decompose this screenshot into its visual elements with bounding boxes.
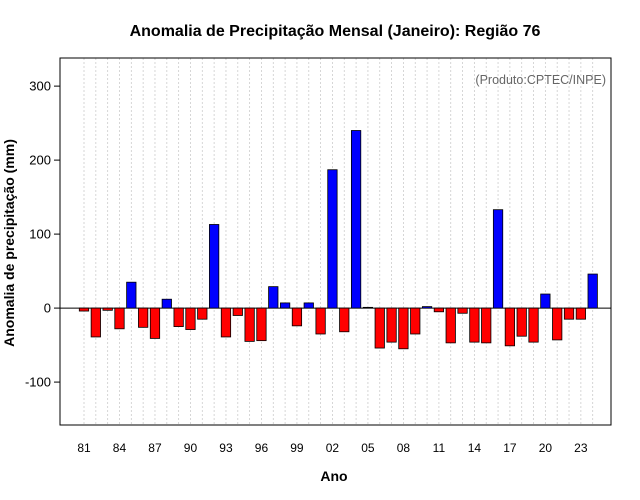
bar (350, 130, 362, 309)
x-tick-label: 23 (574, 441, 588, 455)
x-tick-label: 84 (113, 441, 127, 455)
x-tick-label: 08 (397, 441, 411, 455)
bar (303, 302, 314, 309)
x-tick-label: 02 (326, 441, 340, 455)
x-tick-label: 11 (433, 441, 446, 455)
y-tick-label: 0 (44, 301, 51, 316)
bar (220, 307, 232, 338)
bar (102, 307, 113, 311)
chart-title: Anomalia de Precipitação Mensal (Janeiro… (130, 23, 541, 40)
bar (291, 307, 303, 327)
bar (114, 307, 125, 330)
y-tick-label: -100 (25, 375, 51, 390)
bar (410, 307, 421, 335)
x-tick-label: 05 (361, 441, 375, 455)
bar (504, 307, 515, 347)
x-tick-label: 90 (184, 441, 198, 455)
y-axis-title: Anomalia de precipitação (mm) (1, 139, 17, 347)
bar (138, 307, 149, 328)
bar (149, 307, 161, 339)
bar (575, 307, 586, 320)
bar (421, 306, 433, 309)
bar (268, 286, 279, 309)
bar (197, 307, 208, 320)
bar (161, 298, 172, 309)
x-axis: 81 84 87 90 93 96 99 02 05 08 11 14 17 20 23 (77, 441, 588, 455)
bar (433, 307, 445, 313)
bar (445, 307, 456, 344)
bar (315, 307, 326, 335)
bar (126, 281, 137, 309)
bar (362, 306, 374, 309)
y-axis: -100 0 100 200 300 (25, 79, 60, 390)
plot-frame (59, 57, 612, 426)
bar (492, 209, 504, 309)
x-tick-label: 96 (255, 441, 269, 455)
y-tick-label: 300 (29, 79, 51, 94)
x-tick-label: 81 (77, 441, 91, 455)
x-tick-label: 87 (148, 441, 162, 455)
bar (552, 307, 563, 341)
y-tick-label: 200 (29, 153, 51, 168)
bar (528, 307, 539, 343)
x-tick-label: 99 (290, 441, 304, 455)
bar (587, 273, 598, 309)
x-tick-label: 93 (219, 441, 233, 455)
bar (339, 307, 350, 333)
bar (457, 307, 468, 314)
x-tick-label: 20 (539, 441, 553, 455)
bar (516, 307, 527, 337)
x-axis-title: Ano (320, 468, 347, 484)
bar (386, 307, 397, 343)
grid-lines (83, 58, 594, 425)
bars (78, 130, 598, 350)
bar (280, 302, 291, 309)
bar (209, 224, 220, 309)
bar (469, 307, 480, 343)
bar (327, 169, 338, 309)
y-tick-label: 100 (29, 227, 51, 242)
x-tick-label: 17 (503, 441, 517, 455)
source-annotation: (Produto:CPTEC/INPE) (475, 73, 606, 87)
bar (398, 307, 409, 350)
bar (232, 307, 243, 316)
bar (173, 307, 184, 327)
bar (540, 293, 551, 309)
bar (481, 307, 492, 344)
bar (78, 307, 90, 312)
bar (244, 307, 255, 342)
bar (563, 307, 575, 320)
bar (185, 307, 196, 330)
x-tick-label: 14 (468, 441, 482, 455)
bar (256, 307, 267, 342)
bar (374, 307, 385, 349)
bar (90, 307, 101, 338)
